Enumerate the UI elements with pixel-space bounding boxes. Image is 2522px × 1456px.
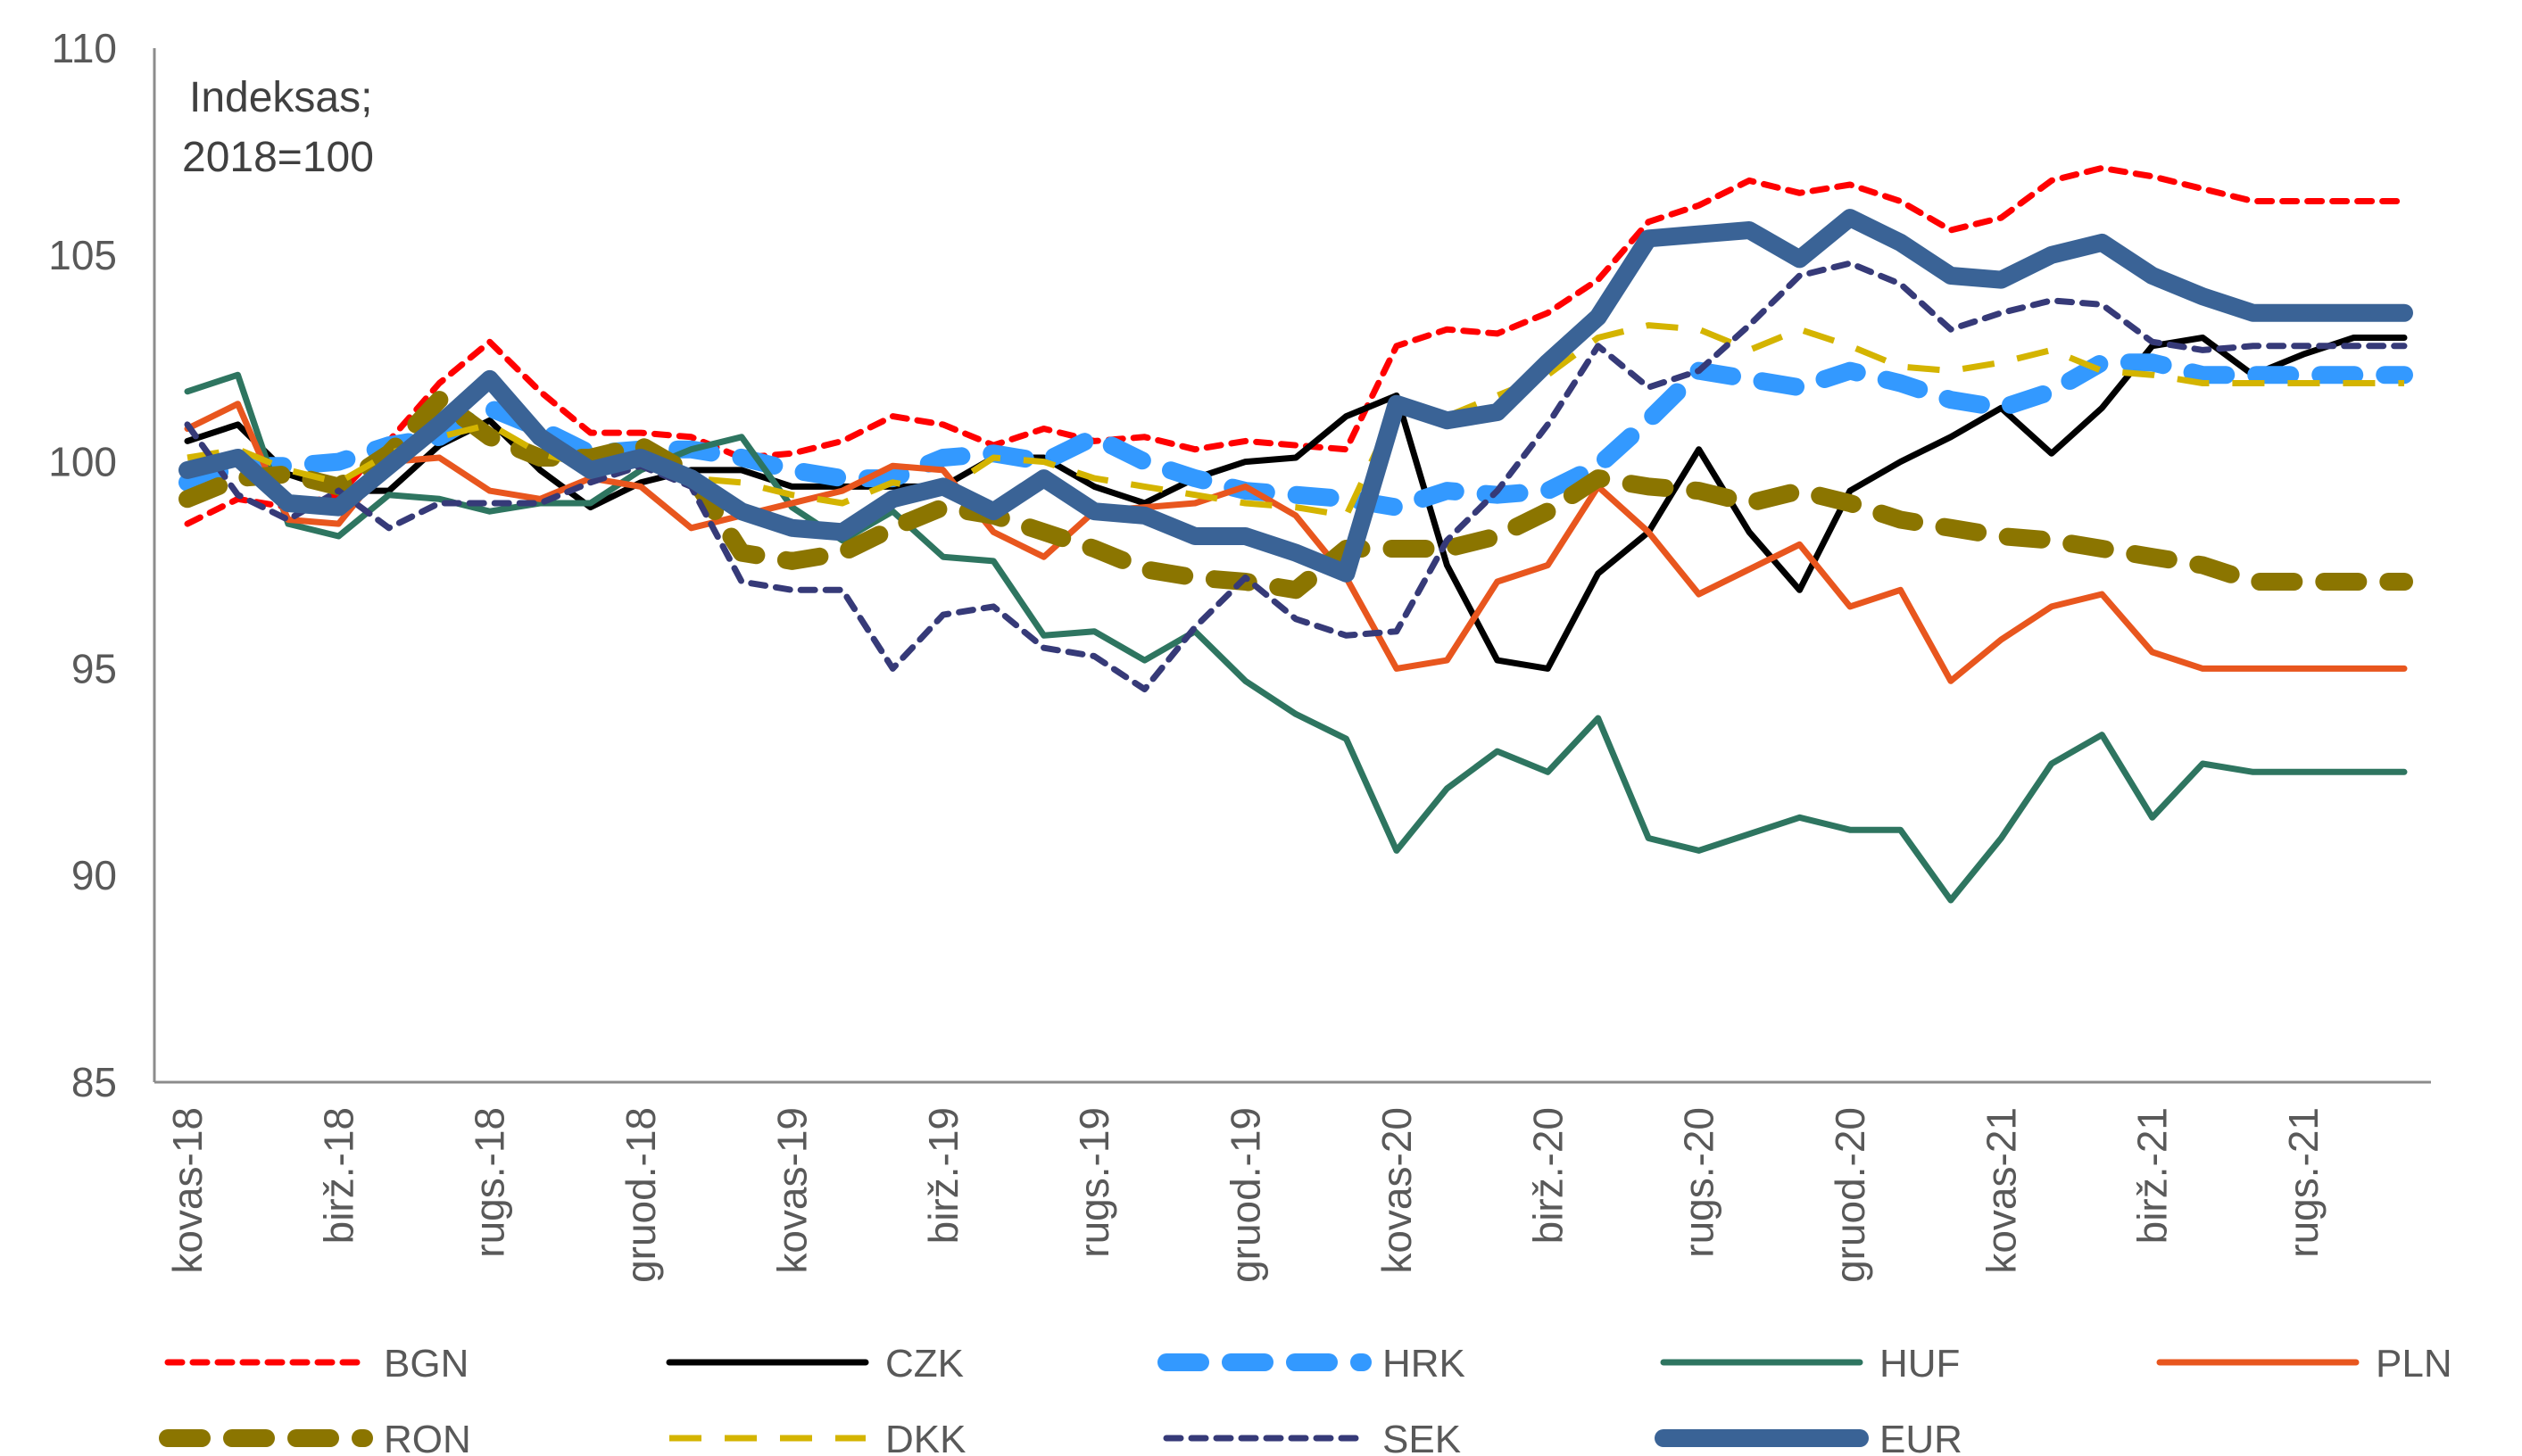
legend-label: RON — [384, 1418, 471, 1456]
x-tick-label: rugs.-18 — [467, 1107, 513, 1258]
legend-label: HUF — [1879, 1342, 1960, 1386]
series-line-sek — [184, 260, 2408, 693]
x-tick-label: birž.-18 — [315, 1107, 361, 1244]
x-tick-label: birž.-21 — [2129, 1107, 2176, 1244]
legend-label: PLN — [2376, 1342, 2452, 1386]
x-axis: kovas-18 birž.-18 rugs.-18 gruod.-18 kovas-1… — [154, 1080, 2431, 1283]
legend-item-huf: HUF — [1660, 1342, 1960, 1386]
series-line-czk — [184, 335, 2408, 672]
series-line-hrk — [178, 353, 2413, 517]
y-tick-label: 110 — [52, 25, 117, 71]
annotation-line-1: Indeksas; — [189, 74, 372, 121]
y-tick-label: 100 — [48, 439, 117, 485]
legend-item-pln: PLN — [2156, 1342, 2452, 1386]
x-tick-label: birž.-20 — [1524, 1107, 1571, 1244]
legend-label: BGN — [384, 1342, 469, 1386]
legend-label: SEK — [1382, 1418, 1461, 1456]
y-tick-label: 90 — [71, 852, 117, 898]
legend-item-ron: RON — [159, 1418, 471, 1456]
y-tick-label: 95 — [71, 645, 117, 691]
x-tick-label: kovas-19 — [768, 1107, 815, 1274]
legend-label: EUR — [1879, 1418, 1962, 1456]
legend-label: CZK — [885, 1342, 964, 1386]
index-annotation: Indeksas; 2018=100 — [182, 74, 374, 181]
annotation-line-2: 2018=100 — [182, 134, 374, 181]
legend-item-eur: EUR — [1655, 1418, 1962, 1456]
x-tick-label: kovas-20 — [1373, 1107, 1420, 1274]
x-tick-label: gruod.-18 — [618, 1107, 664, 1283]
series-layer — [178, 164, 2413, 904]
x-tick-label: kovas-18 — [164, 1107, 211, 1274]
y-axis: 85 90 95 100 105 110 — [48, 25, 156, 1105]
x-tick-label: rugs.-20 — [1676, 1107, 1722, 1258]
y-tick-label: 105 — [48, 232, 117, 278]
legend-item-dkk: DKK — [669, 1418, 966, 1456]
legend-item-hrk: HRK — [1157, 1342, 1465, 1386]
legend-label: HRK — [1382, 1342, 1465, 1386]
legend-item-bgn: BGN — [164, 1342, 469, 1386]
legend-item-sek: SEK — [1163, 1418, 1461, 1456]
x-tick-label: gruod.-19 — [1223, 1107, 1269, 1283]
x-tick-label: kovas-21 — [1978, 1107, 2024, 1274]
x-tick-label: birž.-19 — [920, 1107, 966, 1244]
series-line-bgn — [184, 164, 2408, 527]
series-line-pln — [184, 401, 2408, 684]
y-tick-label: 85 — [71, 1059, 117, 1105]
x-tick-label: rugs.-21 — [2280, 1107, 2327, 1258]
series-line-eur — [178, 209, 2413, 583]
series-line-huf — [184, 371, 2408, 904]
legend: BGN CZK HRK HUF PLN RON DKK SEK EUR — [159, 1342, 2452, 1456]
x-tick-label: rugs.-19 — [1071, 1107, 1117, 1258]
x-tick-label: gruod.-20 — [1827, 1107, 1873, 1283]
legend-item-czk: CZK — [666, 1342, 964, 1386]
legend-label: DKK — [885, 1418, 966, 1456]
